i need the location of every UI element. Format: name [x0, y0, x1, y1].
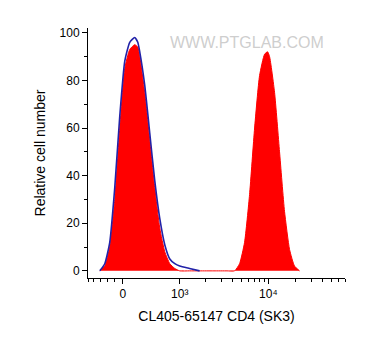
svg-text:0: 0 [73, 264, 80, 278]
svg-text:100: 100 [60, 26, 80, 40]
svg-text:CL405-65147 CD4 (SK3): CL405-65147 CD4 (SK3) [138, 308, 294, 324]
svg-text:60: 60 [66, 121, 80, 135]
svg-text:0: 0 [119, 287, 126, 301]
svg-text:10³: 10³ [171, 287, 188, 301]
svg-text:80: 80 [66, 74, 80, 88]
svg-text:10⁴: 10⁴ [259, 287, 278, 301]
svg-text:40: 40 [66, 169, 80, 183]
svg-text:WWW.PTGLAB.COM: WWW.PTGLAB.COM [170, 34, 324, 51]
svg-text:Relative cell number: Relative cell number [32, 89, 48, 216]
svg-text:20: 20 [66, 216, 80, 230]
